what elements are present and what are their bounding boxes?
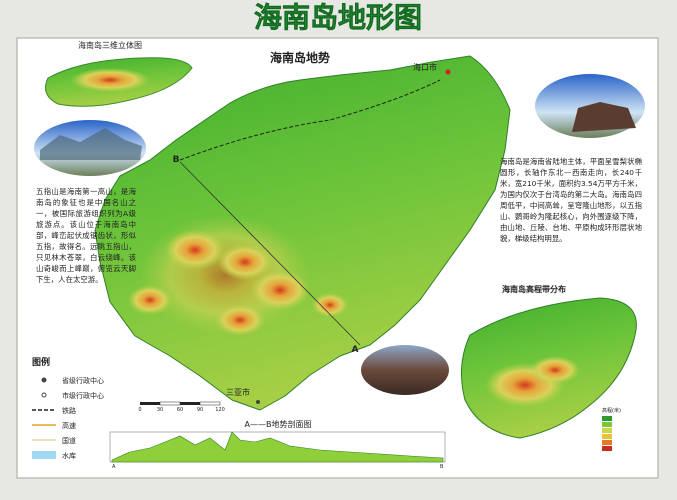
elevation-title: 海南岛高程带分布 (502, 284, 566, 294)
scale-label: 0 (138, 407, 141, 413)
legend-label: 铁路 (62, 406, 76, 415)
elevation-relief (530, 356, 580, 384)
legend-label: 市级行政中心 (62, 391, 104, 400)
inset-3d-title: 海南岛三维立体图 (78, 40, 142, 50)
legend-label: 水库 (62, 451, 76, 460)
city-label: 三亚市 (226, 387, 250, 397)
legend-symbol (41, 392, 47, 398)
profile-title: A——B地势剖面图 (245, 419, 312, 429)
profile-line (179, 161, 361, 346)
legend-title: 图例 (32, 356, 50, 368)
profile-end-label: A (112, 464, 116, 470)
legend-symbol (32, 451, 56, 459)
point-label: A (352, 345, 359, 355)
legend-label: 省级行政中心 (62, 376, 104, 385)
relief-peak (215, 304, 265, 336)
inset-3d-relief (70, 68, 150, 92)
relief-peak (128, 285, 172, 315)
relief-peak (217, 244, 273, 280)
relief-peak (312, 293, 348, 317)
right-description: 海南岛是海南省陆地主体，平面呈雪梨状椭圆形，长轴作东北—西南走向，长240千米，… (500, 157, 642, 243)
profile-end-label: B (440, 464, 444, 470)
scale-label: 90 (197, 407, 203, 413)
photo-rocks (361, 345, 449, 395)
photo-beach-rock (572, 102, 636, 132)
elevation-legend (602, 416, 612, 451)
main-map-title: 海南岛地势 (270, 50, 330, 65)
photo-mountain-ridge (40, 128, 142, 160)
scale-bar: 0 30 60 90 120 (138, 401, 225, 413)
map-title: 海南岛地形图 (254, 1, 422, 34)
legend-symbol (41, 377, 47, 383)
elevation-legend-title: 高程(米) (602, 407, 621, 414)
point-label: B (173, 155, 180, 165)
scale-label: 30 (157, 407, 163, 413)
legend-label: 高速 (62, 421, 76, 430)
city-marker (445, 69, 451, 75)
relief-peak (165, 230, 225, 270)
city-marker (256, 400, 260, 404)
relief-peak (250, 270, 310, 310)
profile-shape (111, 431, 444, 463)
city-label: 海口市 (413, 62, 437, 72)
scale-label: 120 (215, 407, 225, 413)
left-description: 五指山是海南第一高山，是海南岛的象征也是中国名山之一，被国际旅游组织列为A级旅游… (36, 187, 136, 284)
scale-label: 60 (177, 407, 183, 413)
legend-label: 国道 (62, 436, 76, 445)
